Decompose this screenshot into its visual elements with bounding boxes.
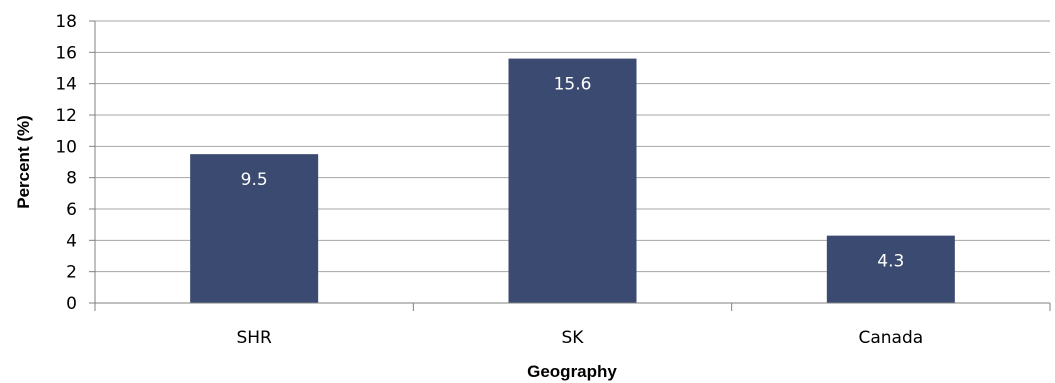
y-tick-label: 2 (66, 263, 77, 283)
data-label: 4.3 (877, 252, 904, 272)
bar-shr (190, 154, 319, 303)
y-tick-label: 0 (66, 294, 77, 314)
bar-sk (508, 58, 637, 303)
bar-canada (826, 235, 955, 303)
y-tick-label: 10 (55, 137, 77, 157)
y-tick-label: 8 (66, 169, 77, 189)
data-label: 15.6 (554, 75, 592, 95)
y-tick-label: 4 (66, 231, 77, 251)
x-tick-label: SK (562, 328, 585, 348)
y-tick-label: 18 (55, 12, 77, 32)
y-tick-label: 16 (55, 43, 77, 63)
data-label: 9.5 (241, 170, 268, 190)
y-tick-label: 6 (66, 200, 77, 220)
y-axis-title: Percent (%) (14, 115, 33, 209)
x-tick-label: SHR (236, 328, 272, 348)
y-tick-label: 14 (55, 75, 77, 95)
bars (190, 58, 955, 303)
axes: 0 2 4 6 8 10 12 14 16 18 SHR SK Canada (55, 12, 1051, 348)
data-labels: 9.5 15.6 4.3 (241, 75, 905, 272)
x-axis-title: Geography (527, 362, 617, 381)
y-tick-label: 12 (55, 106, 77, 126)
x-tick-label: Canada (858, 328, 923, 348)
